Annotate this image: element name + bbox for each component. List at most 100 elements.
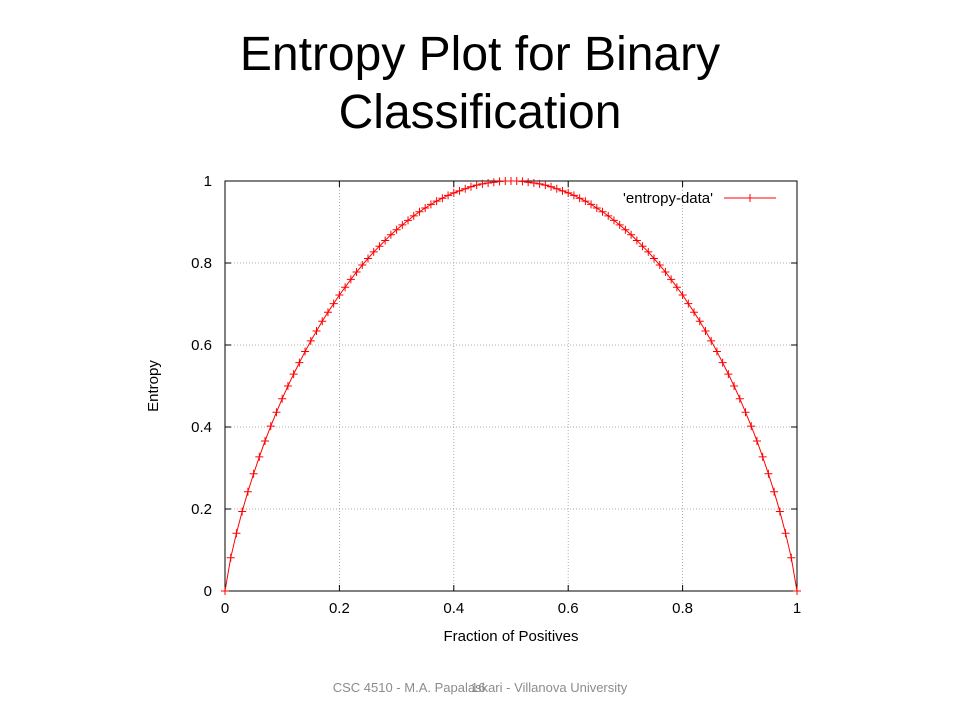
y-tick-label: 1	[204, 173, 212, 190]
data-point-marker	[564, 188, 573, 197]
data-point-marker	[289, 370, 298, 379]
data-point-marker	[558, 186, 567, 195]
y-tick-label: 0.6	[191, 337, 212, 354]
slide-title-line-2: Classification	[338, 86, 622, 139]
slide-number: 16	[471, 680, 486, 695]
data-point-marker	[752, 436, 761, 445]
data-point-marker	[255, 452, 264, 461]
data-point-marker	[541, 181, 550, 190]
x-tick-label: 0.2	[329, 600, 350, 617]
data-point-marker	[627, 230, 636, 239]
data-point-marker	[764, 469, 773, 478]
data-point-marker	[301, 347, 310, 356]
x-tick-label: 0	[221, 600, 229, 617]
x-tick-label: 0.6	[558, 600, 579, 617]
data-point-marker	[221, 587, 229, 595]
series-line	[224, 180, 798, 592]
data-point-marker	[524, 178, 533, 187]
data-point-marker	[272, 408, 281, 417]
data-point-marker	[329, 299, 338, 308]
data-point-marker	[444, 191, 453, 200]
data-point-marker	[438, 194, 447, 203]
data-point-marker	[638, 242, 647, 251]
data-point-marker	[352, 268, 361, 277]
data-point-marker	[730, 382, 739, 390]
data-point-marker	[569, 191, 578, 200]
grid-lines	[225, 181, 797, 591]
data-point-marker	[261, 436, 270, 445]
data-point-marker	[547, 182, 556, 191]
data-point-marker	[518, 177, 527, 186]
data-point-marker	[238, 507, 247, 516]
series-entropy-data	[221, 177, 801, 595]
data-point-marker	[364, 254, 372, 263]
data-point-marker	[621, 225, 630, 234]
data-point-marker	[421, 204, 430, 213]
data-point-marker	[484, 179, 493, 188]
x-tick-label: 0.8	[672, 600, 693, 617]
data-point-marker	[461, 184, 470, 193]
data-point-marker	[375, 242, 384, 251]
data-point-marker	[266, 422, 275, 431]
data-point-marker	[632, 236, 641, 245]
plot-frame	[224, 180, 798, 592]
data-point-marker	[243, 487, 252, 496]
data-point-marker	[644, 247, 653, 256]
data-point-marker	[323, 308, 332, 317]
data-point-marker	[770, 487, 779, 496]
data-point-marker	[335, 290, 344, 299]
data-point-marker	[758, 452, 767, 461]
data-point-marker	[609, 216, 618, 225]
data-point-marker	[741, 408, 750, 417]
data-point-marker	[552, 184, 561, 193]
data-point-marker	[661, 268, 670, 277]
data-point-marker	[684, 299, 693, 308]
y-tick-label: 0	[204, 583, 212, 600]
data-point-marker	[455, 186, 464, 195]
y-tick-label: 0.8	[191, 255, 212, 272]
data-point-marker	[650, 254, 658, 263]
axis-ticks	[224, 180, 798, 592]
data-point-marker	[404, 216, 413, 225]
data-point-marker	[415, 207, 424, 216]
data-point-marker	[535, 179, 544, 188]
tick-labels: 0 0.2 0.4 0.6 0.8 1 0 0.2 0.4 0.6 0.8 1	[191, 173, 801, 617]
data-point-marker	[615, 220, 624, 229]
data-point-marker	[604, 211, 613, 220]
data-point-marker	[690, 308, 699, 317]
y-tick-label: 0.2	[191, 501, 212, 518]
data-point-marker	[667, 275, 676, 284]
data-point-marker	[449, 188, 458, 197]
data-point-marker	[306, 336, 315, 345]
data-point-marker	[341, 283, 350, 292]
data-point-marker	[409, 211, 418, 220]
data-point-marker	[232, 529, 241, 538]
data-point-marker	[346, 275, 355, 284]
data-point-marker	[381, 236, 390, 245]
data-point-marker	[283, 382, 292, 390]
data-point-marker	[295, 358, 304, 367]
data-point-marker	[369, 247, 378, 256]
data-point-marker	[678, 290, 687, 299]
data-point-marker	[489, 178, 498, 187]
data-point-marker	[312, 327, 321, 336]
data-point-marker	[581, 197, 590, 206]
data-point-marker	[701, 327, 710, 336]
data-point-marker	[695, 317, 704, 326]
y-tick-label: 0.4	[191, 419, 212, 436]
legend-swatch-marker	[746, 194, 754, 202]
data-point-marker	[392, 225, 401, 234]
data-point-marker	[466, 182, 475, 191]
legend-label: 'entropy-data'	[623, 190, 713, 207]
x-tick-label: 0.4	[443, 600, 464, 617]
data-point-marker	[707, 336, 716, 345]
data-point-marker	[386, 230, 395, 239]
data-point-marker	[226, 553, 235, 562]
data-point-marker	[478, 179, 487, 188]
data-point-marker	[781, 529, 790, 538]
y-axis-label: Entropy	[145, 360, 162, 412]
data-point-marker	[592, 204, 601, 213]
data-point-marker	[672, 283, 681, 292]
data-point-marker	[472, 181, 481, 190]
